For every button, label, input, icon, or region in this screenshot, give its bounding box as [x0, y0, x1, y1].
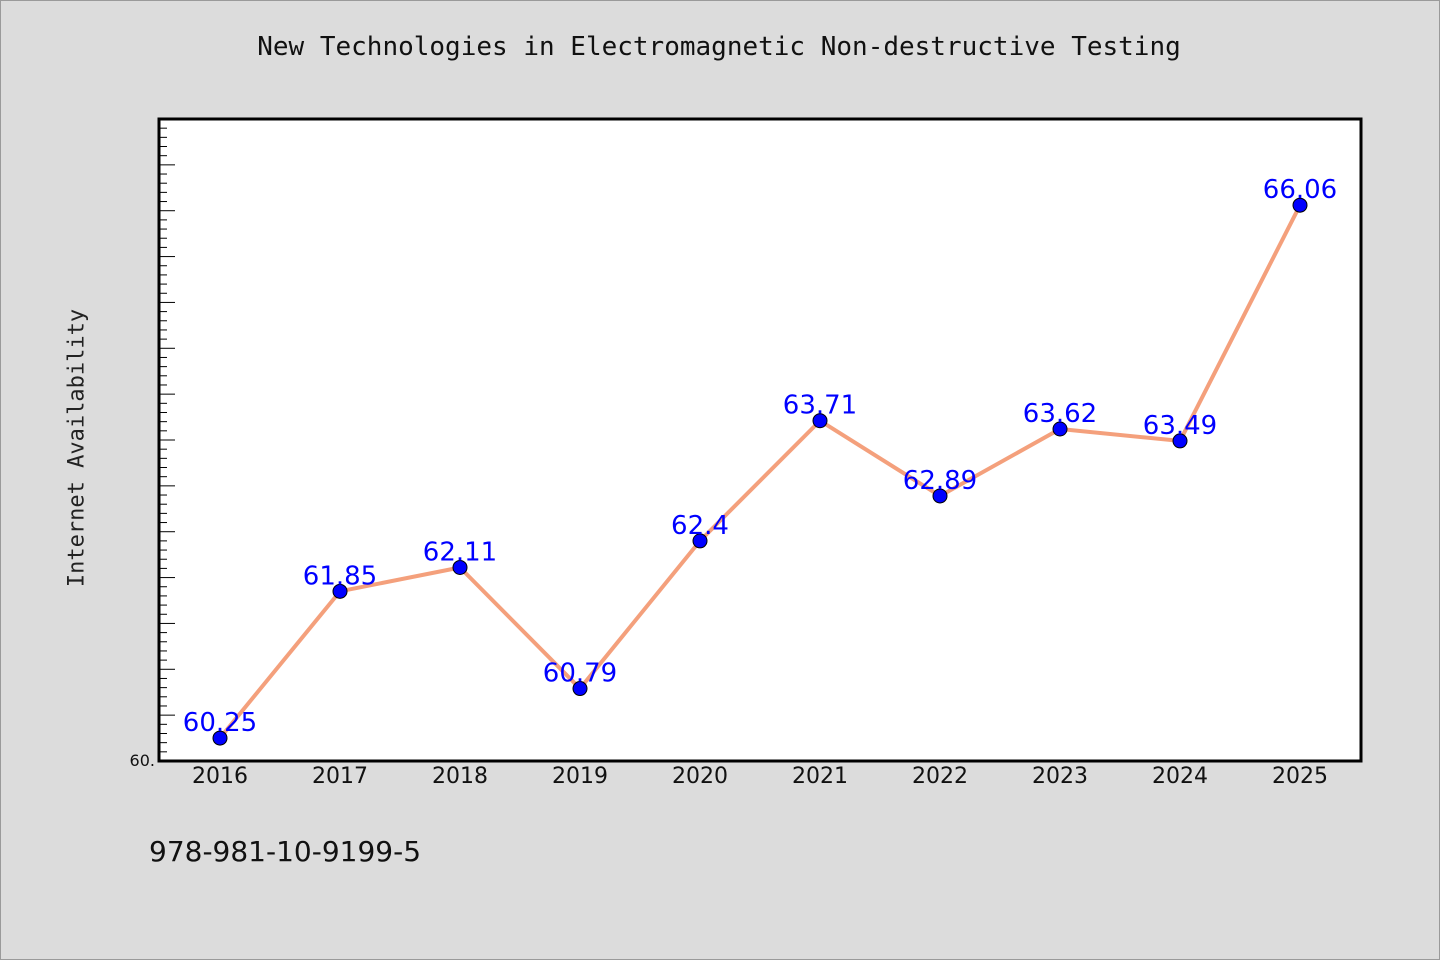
x-tick-label: 2023 — [1032, 764, 1088, 789]
data-point — [332, 583, 348, 599]
data-label: 66.06 — [1263, 175, 1337, 205]
chart-title: New Technologies in Electromagnetic Non-… — [257, 32, 1181, 62]
data-label: 62.4 — [671, 511, 729, 541]
x-tick-label: 2018 — [432, 764, 488, 789]
data-label: 63.62 — [1023, 399, 1097, 429]
data-point — [1172, 433, 1188, 449]
data-label: 62.89 — [903, 466, 977, 496]
data-point — [812, 413, 828, 429]
y-axis-ticks — [159, 127, 175, 753]
x-tick-label: 2024 — [1152, 764, 1208, 789]
x-tick-label: 2025 — [1272, 764, 1328, 789]
x-tick-label: 2017 — [312, 764, 368, 789]
data-label: 63.49 — [1143, 411, 1217, 441]
data-label: 62.11 — [423, 537, 497, 567]
x-axis-tick-labels: 2016 2017 2018 2019 2020 2021 2022 2023 2024 2025 — [192, 764, 1328, 789]
data-label: 60.25 — [183, 708, 257, 738]
data-point — [212, 730, 228, 746]
x-tick-label: 2020 — [672, 764, 728, 789]
data-point — [572, 681, 588, 697]
series-group: 60.25 61.85 62.11 60.79 62.4 63.71 62.89 63.62 6… — [183, 175, 1337, 746]
x-tick-label: 2016 — [192, 764, 248, 789]
series-line — [218, 203, 1302, 741]
data-point — [1052, 421, 1068, 437]
data-point — [1292, 197, 1308, 213]
data-point — [932, 488, 948, 504]
data-label: 63.71 — [783, 391, 857, 421]
x-tick-label: 2019 — [552, 764, 608, 789]
data-label: 60.79 — [543, 659, 617, 689]
data-label: 61.85 — [303, 561, 377, 591]
data-point — [452, 559, 468, 575]
x-tick-label: 2022 — [912, 764, 968, 789]
x-tick-label: 2021 — [792, 764, 848, 789]
y-tick-label: 60. — [130, 751, 155, 770]
data-point — [692, 533, 708, 549]
isbn-text: 978-981-10-9199-5 — [149, 835, 422, 868]
